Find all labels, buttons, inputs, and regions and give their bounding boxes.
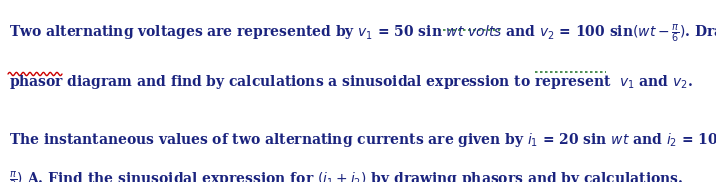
Text: $\frac{\pi}{3})$ A. Find the sinusoidal expression for $(i_1 + i_2)$ by drawing : $\frac{\pi}{3})$ A. Find the sinusoidal … [9,169,683,182]
Text: phasor diagram and find by calculations a sinusoidal expression to represent  $v: phasor diagram and find by calculations … [9,73,692,91]
Text: Two alternating voltages are represented by $v_1$ = 50 sin $wt$ $\mathit{volts}$: Two alternating voltages are represented… [9,22,716,43]
Text: The instantaneous values of two alternating currents are given by $i_1$ = 20 sin: The instantaneous values of two alternat… [9,131,716,149]
